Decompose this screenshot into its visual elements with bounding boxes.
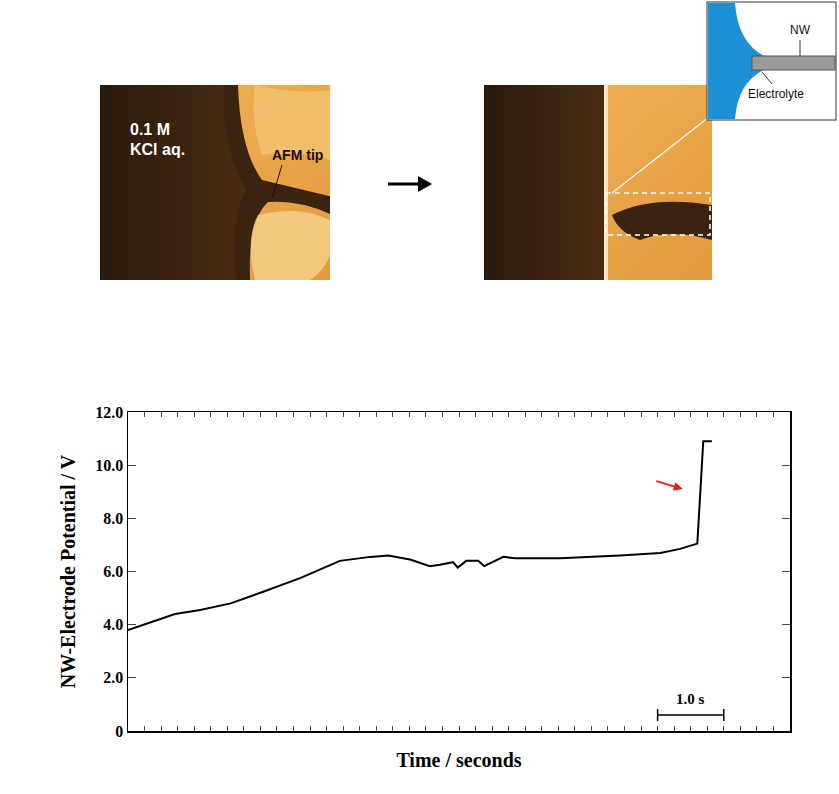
svg-text:KCl aq.: KCl aq. [130,141,185,158]
svg-text:AFM tip: AFM tip [272,147,323,163]
svg-text:NW-Electrode Potential / V: NW-Electrode Potential / V [57,454,79,688]
svg-text:8.0: 8.0 [103,510,123,527]
svg-text:0.1 M: 0.1 M [130,121,170,138]
svg-text:12.0: 12.0 [95,404,123,421]
svg-text:1.0 s: 1.0 s [676,691,705,707]
svg-text:0: 0 [115,723,123,740]
svg-text:4.0: 4.0 [103,616,123,633]
svg-text:NW: NW [790,23,811,37]
svg-text:Time / seconds: Time / seconds [396,749,521,771]
svg-text:6.0: 6.0 [103,563,123,580]
svg-text:2.0: 2.0 [103,669,123,686]
svg-text:Electrolyte: Electrolyte [748,87,804,101]
svg-text:10.0: 10.0 [95,457,123,474]
